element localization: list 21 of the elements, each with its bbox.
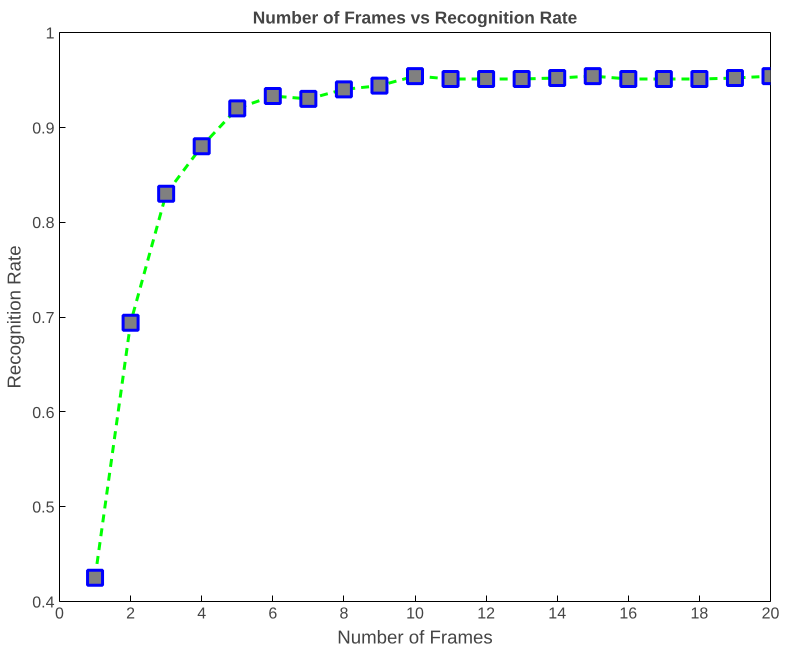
x-tick-label: 20	[762, 606, 780, 622]
x-tick-label: 18	[690, 606, 708, 622]
x-tick-label: 16	[619, 606, 638, 622]
x-tick-label: 2	[126, 606, 136, 622]
y-tick-label: 1	[46, 26, 55, 42]
chart-title: Number of Frames vs Recognition Rate	[252, 8, 578, 28]
y-tick-label: 0.6	[32, 404, 55, 422]
x-tick-label: 8	[339, 606, 348, 622]
x-axis-title: Number of Frames	[337, 626, 493, 648]
y-tick-label: 0.7	[32, 310, 55, 327]
y-tick-label: 0.4	[32, 594, 55, 612]
y-tick-label: 0.5	[32, 500, 55, 517]
y-tick-label: 0.9	[32, 120, 55, 138]
y-tick-label: 0.8	[32, 215, 55, 232]
y-axis-title: Recognition Rate	[3, 245, 24, 389]
x-tick-label: 10	[406, 606, 424, 622]
x-tick-label: 0	[55, 606, 64, 622]
x-tick-label: 12	[477, 606, 496, 622]
x-tick-label: 14	[548, 606, 566, 622]
x-tick-label: 6	[268, 606, 278, 622]
x-tick-label: 4	[197, 606, 206, 622]
